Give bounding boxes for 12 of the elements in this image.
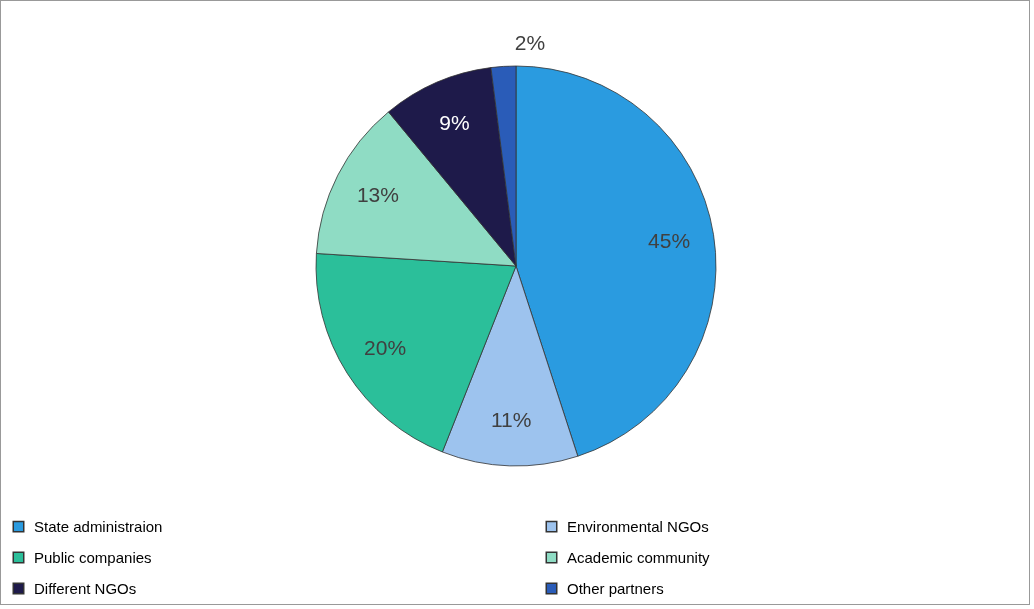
legend-label: Different NGOs bbox=[34, 579, 137, 597]
data-label: 13% bbox=[356, 182, 399, 206]
data-label: 2% bbox=[514, 31, 546, 55]
data-label: 45% bbox=[648, 228, 691, 252]
legend-label: State administraion bbox=[34, 517, 163, 535]
data-label: 9% bbox=[439, 110, 470, 134]
data-label: 11% bbox=[490, 407, 532, 431]
legend-label: Other partners bbox=[567, 579, 664, 597]
data-label: 20% bbox=[364, 336, 407, 360]
legend-label: Academic community bbox=[567, 548, 711, 566]
legend-label: Public companies bbox=[34, 548, 152, 566]
legend-label: Environmental NGOs bbox=[567, 517, 709, 535]
